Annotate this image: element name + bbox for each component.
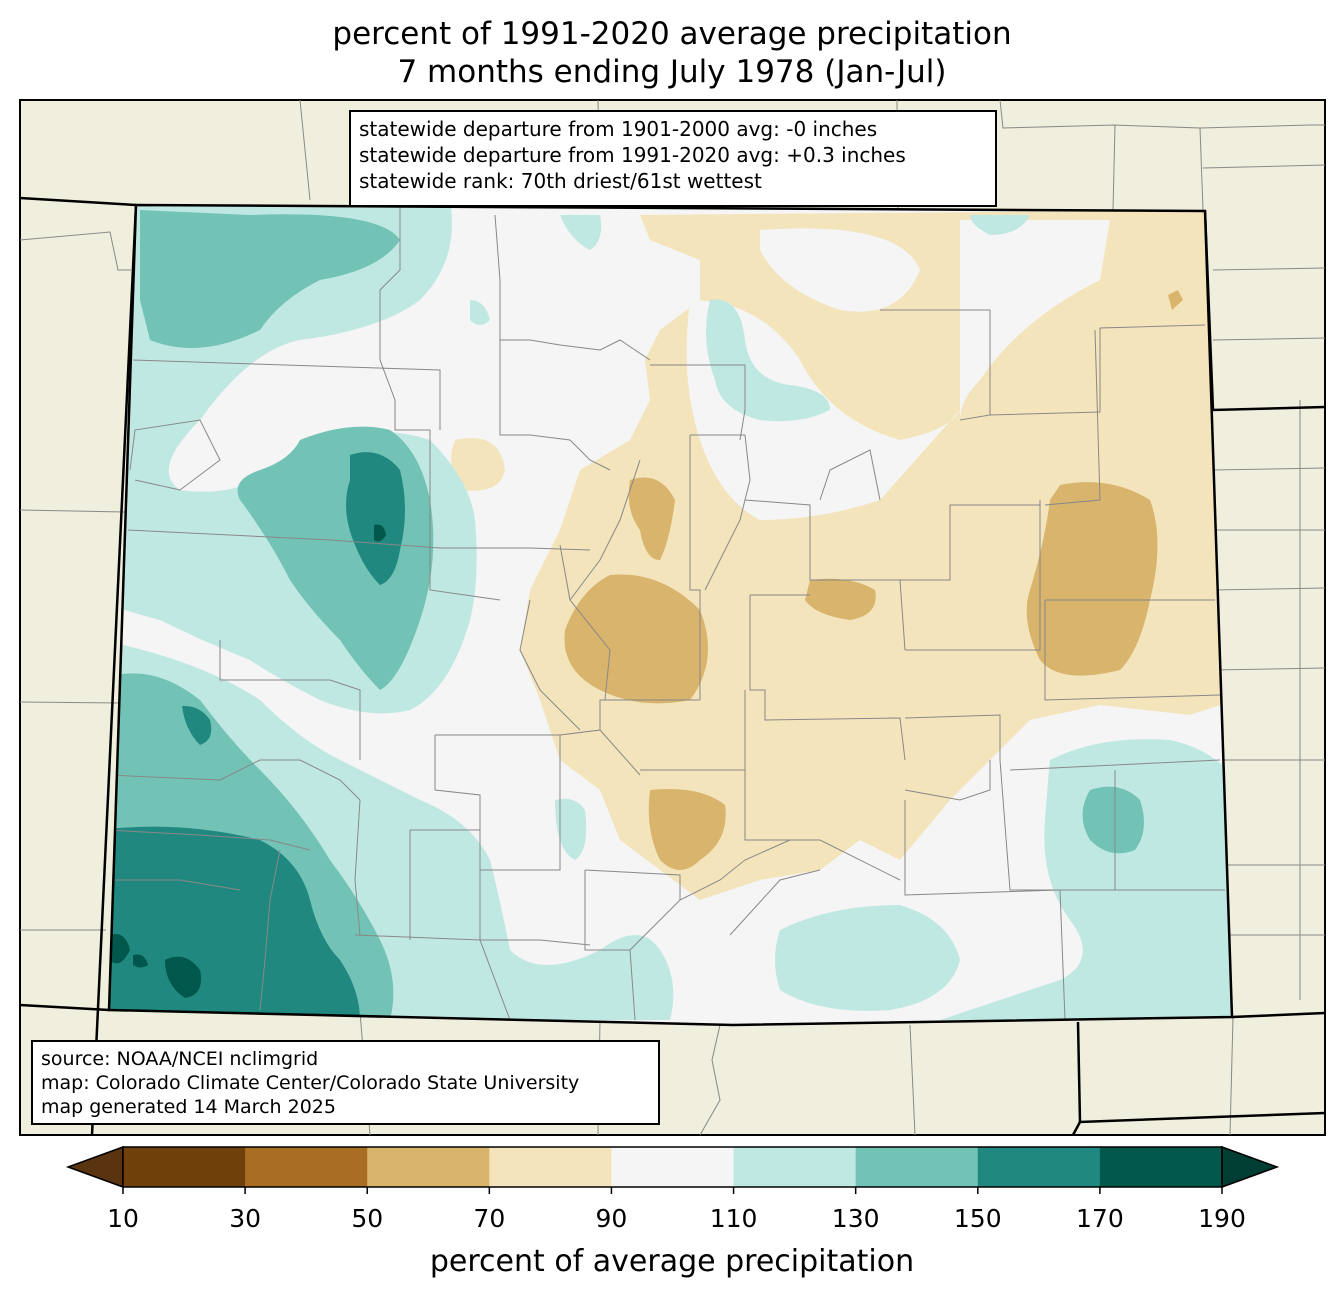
wetter-patch-southeast xyxy=(1082,786,1144,854)
extreme-patch-central xyxy=(374,524,386,542)
drier-patch-plains xyxy=(805,578,876,620)
drier-patch-front-range xyxy=(628,477,675,560)
source-data: source: NOAA/NCEI nclimgrid xyxy=(41,1048,319,1070)
wet-region-sangre xyxy=(555,798,587,860)
colorbar-segment-1 xyxy=(245,1147,368,1187)
wet-region-south-central xyxy=(775,905,960,1011)
colorbar-tick-label: 150 xyxy=(953,1204,1002,1233)
colorbar-tick-label: 50 xyxy=(351,1204,384,1233)
stats-departure-1901-2000: statewide departure from 1901-2000 avg: … xyxy=(359,117,878,141)
colorbar-tick-label: 70 xyxy=(473,1204,506,1233)
source-map-credit: map: Colorado Climate Center/Colorado St… xyxy=(41,1072,580,1094)
extreme-patch-sw3 xyxy=(133,954,148,968)
extreme-patch-sw2 xyxy=(165,956,201,998)
map-title-line1: percent of 1991-2020 average precipitati… xyxy=(332,16,1012,52)
stats-departure-1991-2020: statewide departure from 1991-2020 avg: … xyxy=(359,143,906,167)
colorbar-under-arrow xyxy=(65,1145,124,1189)
wet-region-southeast xyxy=(940,739,1232,1020)
colorbar-segment-3 xyxy=(489,1147,612,1187)
colorbar-tick-label: 130 xyxy=(831,1204,880,1233)
source-generated-date: map generated 14 March 2025 xyxy=(41,1096,336,1118)
stats-rank: statewide rank: 70th driest/61st wettest xyxy=(359,169,762,193)
drier-patch-small-ne xyxy=(1168,290,1183,310)
county-lines xyxy=(109,205,1225,1021)
neighbor-state-borders xyxy=(19,196,1326,1136)
map-title-line2: 7 months ending July 1978 (Jan-Jul) xyxy=(397,54,947,90)
wet-region-north-patch xyxy=(470,300,490,325)
dry-patch-west xyxy=(451,438,505,491)
much-wetter-patch-west xyxy=(182,705,212,745)
colorbar-tick-label: 90 xyxy=(595,1204,628,1233)
precipitation-map xyxy=(19,99,1326,1136)
wetter-region-northwest xyxy=(140,210,400,348)
wet-region-north-park xyxy=(706,299,830,422)
colorbar-segment-2 xyxy=(367,1147,490,1187)
colorbar-over-arrow xyxy=(1221,1145,1280,1189)
colorbar-segment-8 xyxy=(1099,1147,1223,1187)
colorbar-segment-5 xyxy=(733,1147,857,1187)
colorado-state-border xyxy=(107,203,1234,1027)
normal-patch-east xyxy=(960,220,1110,420)
drier-patch-east xyxy=(1026,482,1158,676)
colorbar-segment-7 xyxy=(977,1147,1101,1187)
colorbar-segment-0 xyxy=(123,1147,246,1187)
much-wetter-region-southwest xyxy=(109,826,360,1020)
drier-patch-south xyxy=(648,789,726,870)
colorbar-tick-label: 10 xyxy=(107,1204,139,1233)
colorbar-segment-4 xyxy=(611,1147,735,1187)
colorbar-segment-6 xyxy=(855,1147,979,1187)
drier-patch-south-park xyxy=(564,574,708,704)
colorbar-tick-label: 190 xyxy=(1198,1204,1246,1233)
normal-northeast-patch xyxy=(760,228,920,312)
colorbar-tick-label: 170 xyxy=(1076,1204,1124,1233)
colorbar-label: percent of average precipitation xyxy=(429,1244,915,1279)
colorbar-tick-label: 30 xyxy=(229,1204,262,1233)
statewide-stats-box: statewide departure from 1901-2000 avg: … xyxy=(349,110,997,207)
colorbar-outline xyxy=(122,1146,1223,1188)
wet-region-northeast-corner xyxy=(970,215,1030,235)
much-wetter-patch-central xyxy=(346,452,405,585)
colorbar-tick-label: 110 xyxy=(709,1204,758,1233)
source-box: source: NOAA/NCEI nclimgrid map: Colorad… xyxy=(31,1040,660,1125)
wet-region-northcentral xyxy=(560,215,602,250)
extreme-patch-sw1 xyxy=(110,934,130,964)
